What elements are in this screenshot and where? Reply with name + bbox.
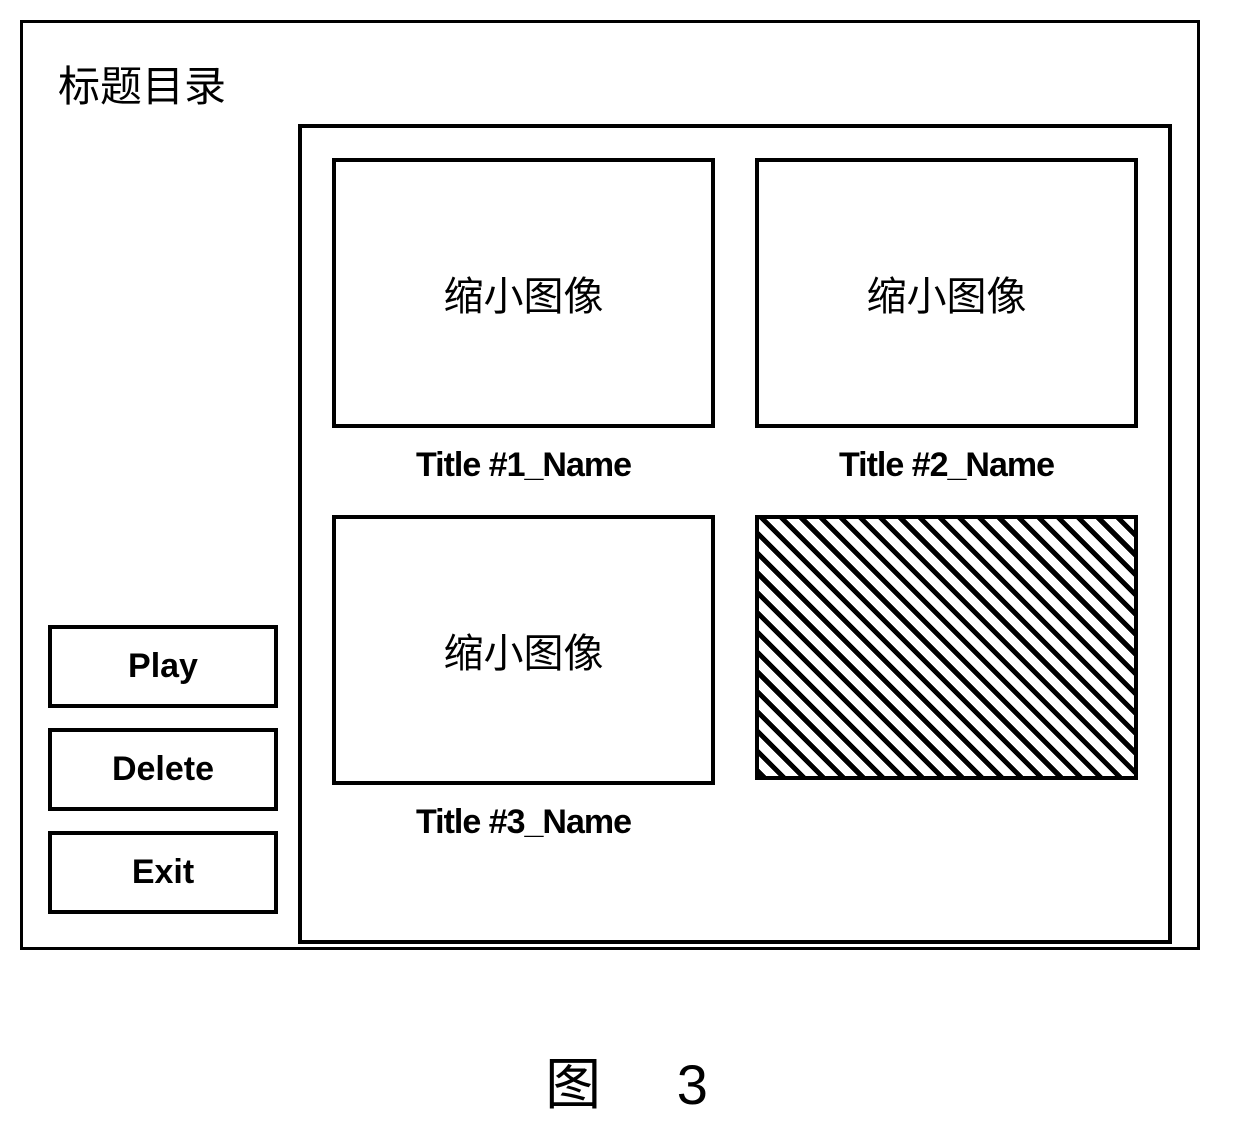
thumbnail-cell-3[interactable]: 缩小图像 Title #3_Name <box>332 515 715 842</box>
thumbnail-placeholder-text: 缩小图像 <box>444 621 604 679</box>
thumbnail-cell-1[interactable]: 缩小图像 Title #1_Name <box>332 158 715 485</box>
figure-label: 图 <box>545 1053 601 1116</box>
thumbnail-cell-2[interactable]: 缩小图像 Title #2_Name <box>755 158 1138 485</box>
thumbnail-image-3: 缩小图像 <box>332 515 715 785</box>
sidebar: Play Delete Exit <box>48 124 298 944</box>
delete-button[interactable]: Delete <box>48 728 278 811</box>
exit-button[interactable]: Exit <box>48 831 278 914</box>
main-panel: 标题目录 Play Delete Exit 缩小图像 Title #1_Name… <box>20 20 1200 950</box>
thumbnail-row-1: 缩小图像 Title #1_Name 缩小图像 Title #2_Name <box>332 158 1138 485</box>
header-title: 标题目录 <box>58 53 1172 114</box>
thumbnail-placeholder-text: 缩小图像 <box>444 264 604 322</box>
thumbnail-row-2: 缩小图像 Title #3_Name <box>332 515 1138 842</box>
thumbnail-empty-placeholder <box>755 515 1138 780</box>
figure-caption: 图 3 <box>20 1040 1233 1121</box>
main-area: Play Delete Exit 缩小图像 Title #1_Name 缩小图像… <box>48 124 1172 944</box>
thumbnail-placeholder-text: 缩小图像 <box>867 264 1027 322</box>
row-spacer <box>332 485 1138 515</box>
thumbnail-cell-empty <box>755 515 1138 842</box>
thumbnail-image-1: 缩小图像 <box>332 158 715 428</box>
thumbnail-image-2: 缩小图像 <box>755 158 1138 428</box>
thumbnail-title-1: Title #1_Name <box>416 446 631 485</box>
thumbnail-title-2: Title #2_Name <box>839 446 1054 485</box>
play-button[interactable]: Play <box>48 625 278 708</box>
figure-number: 3 <box>677 1053 708 1116</box>
thumbnail-panel: 缩小图像 Title #1_Name 缩小图像 Title #2_Name 缩小… <box>298 124 1172 944</box>
thumbnail-title-3: Title #3_Name <box>416 803 631 842</box>
